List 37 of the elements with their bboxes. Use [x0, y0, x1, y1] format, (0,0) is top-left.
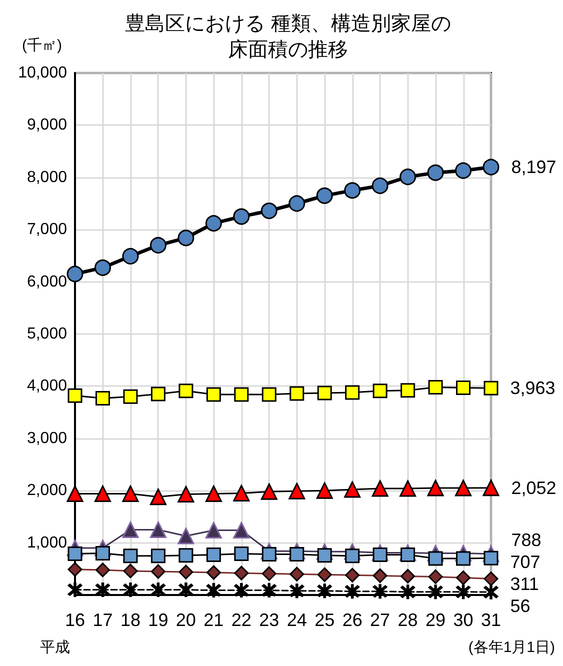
- y-tick-label: 9,000: [26, 116, 68, 134]
- chart-title: 豊島区における 種類、構造別家屋の床面積の推移: [125, 13, 451, 61]
- x-tick-label: 19: [148, 610, 168, 630]
- text: 平成: [40, 639, 70, 656]
- x-tick-label: 30: [453, 610, 474, 630]
- data-label: 56: [510, 596, 530, 616]
- x-tick-label: 27: [370, 610, 390, 630]
- data-label: 3,963: [510, 378, 556, 398]
- y-tick-label: 2,000: [26, 482, 68, 500]
- x-tick-label: 26: [342, 610, 362, 630]
- data-label: 8,197: [511, 157, 556, 178]
- x-tick-label: 21: [204, 610, 224, 630]
- data-label: 788: [511, 530, 542, 550]
- y-tick-label: 5,000: [26, 326, 68, 342]
- data-label: 707: [510, 552, 540, 572]
- x-tick-label: 20: [176, 610, 196, 630]
- data-label: 2,052: [511, 478, 556, 498]
- x-tick-label: 17: [92, 610, 113, 630]
- y-tick-label: 1,000: [26, 534, 68, 552]
- y-tick-label: 3,000: [26, 430, 68, 447]
- x-tick-label: 23: [259, 610, 280, 630]
- x-tick-label: 22: [231, 610, 252, 630]
- x-tick-label: 28: [398, 610, 418, 630]
- y-tick-label: 10,000: [18, 64, 68, 82]
- x-tick-label: 29: [426, 610, 446, 630]
- y-tick-label: 7,000: [26, 221, 68, 238]
- x-tick-label: 18: [120, 610, 140, 630]
- y-tick-label: 4,000: [26, 378, 68, 395]
- data-label: 311: [510, 574, 539, 594]
- x-tick-label: 25: [314, 610, 335, 630]
- x-tick-label: 24: [286, 610, 307, 630]
- x-tick-label: 31: [480, 610, 502, 630]
- y-axis-title: (千㎡): [22, 37, 62, 54]
- y-tick-label: 8,000: [26, 168, 68, 186]
- x-tick-label: 16: [64, 610, 86, 630]
- text: (各年1月1日): [468, 639, 556, 656]
- y-tick-label: 6,000: [26, 273, 68, 290]
